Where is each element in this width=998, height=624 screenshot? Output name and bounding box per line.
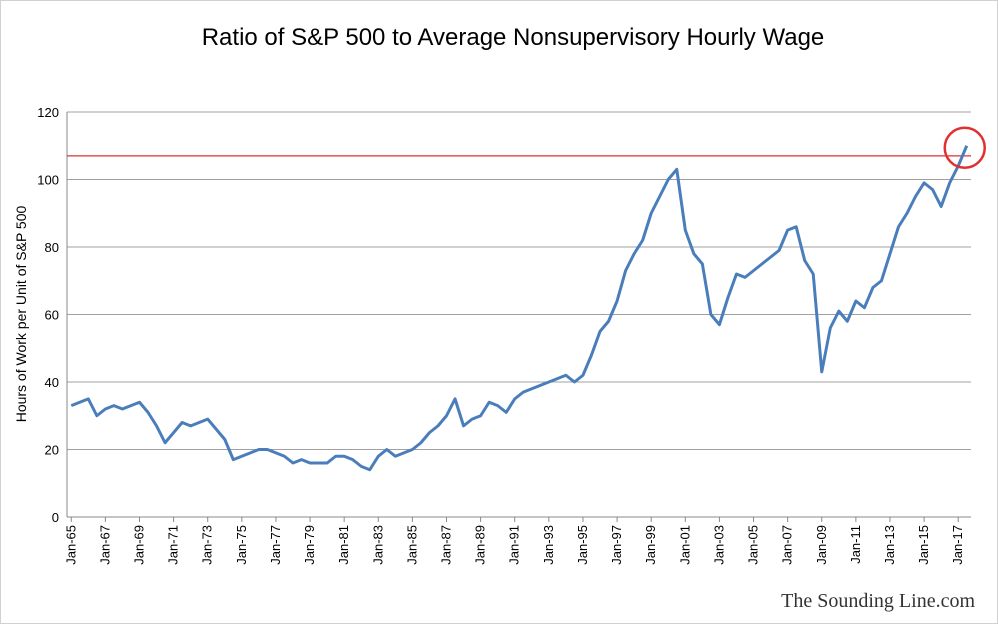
x-tick-label: Jan-07 [780,525,795,565]
x-tick-label: Jan-65 [63,525,78,565]
x-tick-label: Jan-87 [439,525,454,565]
x-tick-label: Jan-95 [575,525,590,565]
y-tick-label: 120 [37,105,59,120]
x-tick-label: Jan-89 [473,525,488,565]
highlight-circle [943,126,986,169]
x-tick-label: Jan-83 [370,525,385,565]
x-tick-label: Jan-85 [404,525,419,565]
x-tick-label: Jan-17 [950,525,965,565]
x-tick-label: Jan-97 [609,525,624,565]
x-tick-label: Jan-91 [507,525,522,565]
chart-title: Ratio of S&P 500 to Average Nonsuperviso… [202,24,825,51]
x-tick-label: Jan-93 [541,525,556,565]
x-tick-label: Jan-73 [200,525,215,565]
y-tick-label: 0 [52,510,59,525]
x-tick-label: Jan-77 [268,525,283,565]
x-tick-label: Jan-09 [814,525,829,565]
data-line [70,145,969,472]
x-tick-label: Jan-75 [234,525,249,565]
watermark: The Sounding Line.com [781,590,975,612]
x-tick-label: Jan-69 [131,525,146,565]
x-tick-label: Jan-03 [711,525,726,565]
y-tick-label: 20 [45,443,59,458]
x-tick-label: Jan-11 [848,525,863,564]
y-axis-label: Hours of Work per Unit of S&P 500 [13,206,29,423]
y-tick-label: 100 [37,173,59,188]
x-tick-label: Jan-71 [166,525,181,565]
y-tick-label: 80 [45,240,59,255]
x-tick-label: Jan-99 [643,525,658,565]
x-tick-label: Jan-13 [882,525,897,565]
x-tick-label: Jan-01 [677,525,692,565]
y-tick-label: 40 [45,375,59,390]
x-tick-label: Jan-05 [746,525,761,565]
y-tick-label: 60 [45,308,59,323]
x-tick-label: Jan-81 [336,525,351,565]
x-tick-label: Jan-15 [916,525,931,565]
x-tick-label: Jan-79 [302,525,317,565]
x-tick-label: Jan-67 [97,525,112,565]
